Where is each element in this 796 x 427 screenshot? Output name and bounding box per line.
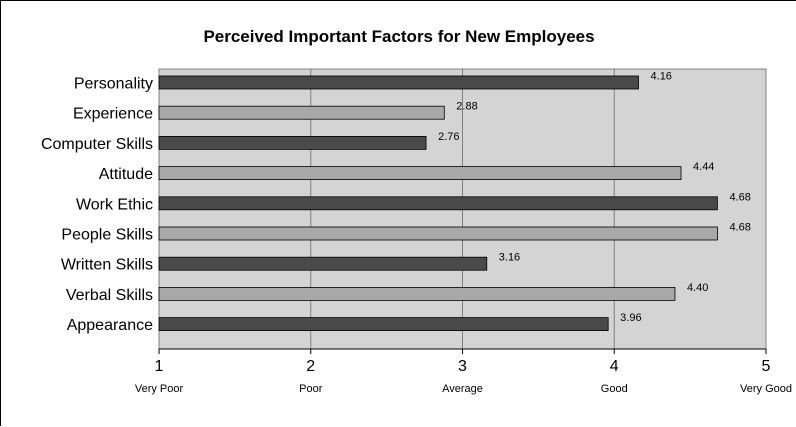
category-label-work-ethic: Work Ethic	[76, 196, 153, 213]
x-tick-label-1: 1	[155, 358, 164, 375]
category-label-attitude: Attitude	[99, 166, 153, 183]
data-label-appearance: 3.96	[620, 312, 641, 324]
data-label-personality: 4.16	[651, 71, 672, 83]
category-label-computer-skills: Computer Skills	[41, 136, 153, 153]
bar-written-skills	[158, 256, 488, 271]
bar-appearance	[158, 317, 609, 332]
x-tick-sublabel-1: Very Poor	[135, 383, 184, 395]
x-tick-label-2: 2	[306, 358, 315, 375]
category-label-written-skills: Written Skills	[61, 257, 153, 274]
x-tick-sublabel-2: Poor	[299, 383, 323, 395]
bar-verbal-skills	[158, 286, 676, 301]
x-tick-sublabel-4: Good	[601, 383, 628, 395]
data-label-computer-skills: 2.76	[438, 131, 459, 143]
category-label-personality: Personality	[74, 76, 153, 93]
bar-computer-skills	[158, 135, 427, 150]
x-tick-label-5: 5	[762, 358, 771, 375]
category-label-experience: Experience	[73, 106, 153, 123]
x-tick-sublabel-3: Average	[442, 383, 483, 395]
data-label-verbal-skills: 4.40	[687, 282, 708, 294]
chart-title: Perceived Important Factors for New Empl…	[203, 27, 595, 46]
data-label-work-ethic: 4.68	[729, 191, 750, 203]
bar-experience	[158, 105, 445, 120]
bar-people-skills	[158, 226, 718, 241]
bar-personality	[158, 75, 639, 90]
x-tick-label-4: 4	[610, 358, 619, 375]
x-tick-label-3: 3	[458, 358, 467, 375]
x-tick-sublabel-5: Very Good	[740, 383, 792, 395]
bar-attitude	[158, 166, 682, 181]
category-label-appearance: Appearance	[67, 317, 153, 334]
data-label-written-skills: 3.16	[499, 252, 520, 264]
data-label-attitude: 4.44	[693, 161, 714, 173]
category-label-verbal-skills: Verbal Skills	[66, 287, 153, 304]
category-label-people-skills: People Skills	[61, 227, 153, 244]
data-label-experience: 2.88	[456, 101, 477, 113]
data-label-people-skills: 4.68	[729, 222, 750, 234]
bar-work-ethic	[158, 196, 718, 211]
